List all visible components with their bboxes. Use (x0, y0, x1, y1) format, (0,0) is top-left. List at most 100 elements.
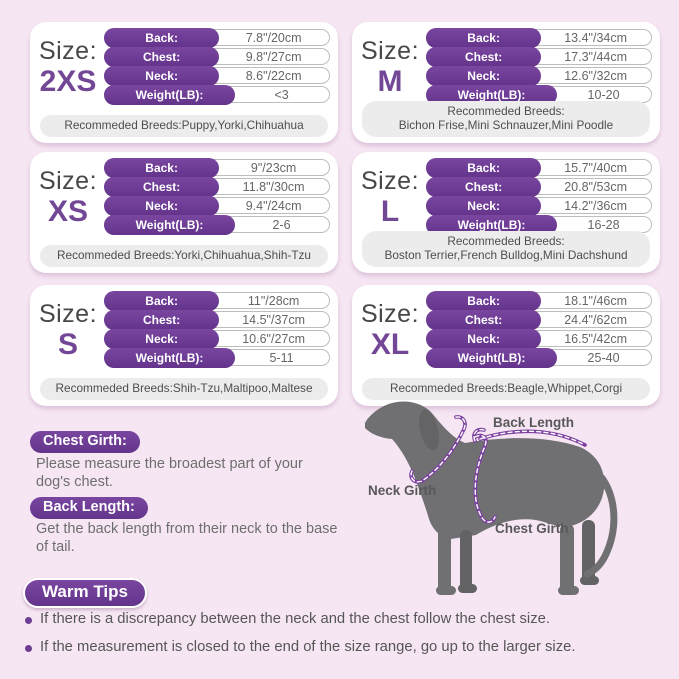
spec-row-weight: 16-28 Weight(LB): (426, 214, 652, 235)
spec-rows: 7.8"/20cm Back: 9.8"/27cm Chest: 8.6"/22… (104, 27, 330, 105)
spec-row-neck: 9.4"/24cm Neck: (104, 195, 330, 216)
spec-label-pill: Chest: (104, 46, 220, 67)
spec-label-pill: Neck: (104, 195, 220, 216)
spec-value: 9.4"/24cm (245, 198, 302, 213)
spec-row-weight: 2-6 Weight(LB): (104, 214, 330, 235)
size-prefix-label: Size: (38, 36, 98, 65)
spec-row-chest: 24.4"/62cm Chest: (426, 309, 652, 330)
spec-label-pill: Weight(LB): (426, 84, 558, 105)
spec-value: <3 (274, 87, 289, 102)
breeds-bar: Recommeded Breeds: Boston Terrier,French… (362, 231, 650, 267)
spec-row-back: 15.7"/40cm Back: (426, 157, 652, 178)
spec-value: 5-11 (269, 350, 294, 365)
spec-value: 16-28 (587, 217, 620, 232)
spec-label-pill: Weight(LB): (104, 84, 236, 105)
spec-row-neck: 14.2"/36cm Neck: (426, 195, 652, 216)
spec-value: 11.8"/30cm (242, 179, 305, 194)
spec-value: 25-40 (587, 350, 620, 365)
spec-value: 10-20 (587, 87, 620, 102)
spec-rows: 11"/28cm Back: 14.5"/37cm Chest: 10.6"/2… (104, 290, 330, 368)
breeds-bar: Recommeded Breeds:Puppy,Yorki,Chihuahua (40, 115, 328, 137)
spec-value: 20.8"/53cm (564, 179, 628, 194)
size-card-xl: Size: XL 18.1"/46cm Back: 24.4"/62cm Che… (352, 285, 660, 406)
spec-row-back: 11"/28cm Back: (104, 290, 330, 311)
spec-value: 16.5"/42cm (564, 331, 628, 346)
spec-label-pill: Neck: (426, 195, 542, 216)
spec-row-weight: 10-20 Weight(LB): (426, 84, 652, 105)
spec-row-back: 18.1"/46cm Back: (426, 290, 652, 311)
back-length-text: Get the back length from their neck to t… (36, 521, 338, 555)
spec-value: 12.6"/32cm (564, 68, 628, 83)
spec-value: 18.1"/46cm (564, 293, 628, 308)
spec-value: 10.6"/27cm (242, 331, 306, 346)
spec-label-pill: Chest: (426, 309, 542, 330)
measuring-tape-dashes (410, 416, 586, 523)
bullet-dot-icon (25, 617, 32, 624)
chest-girth-label: Chest Girth (495, 521, 569, 536)
size-value: M (377, 64, 403, 98)
spec-label-pill: Chest: (104, 176, 220, 197)
spec-value: 2-6 (272, 217, 291, 232)
dog-silhouette-icon: Back Length Neck Girth Chest Girth (365, 401, 618, 595)
dog-measurement-diagram: Back Length Neck Girth Chest Girth (352, 396, 650, 610)
size-prefix-label: Size: (360, 166, 420, 195)
spec-row-neck: 16.5"/42cm Neck: (426, 328, 652, 349)
spec-label-pill: Neck: (104, 328, 220, 349)
size-block: Size: L (354, 156, 426, 238)
size-prefix-label: Size: (360, 36, 420, 65)
spec-row-chest: 11.8"/30cm Chest: (104, 176, 330, 197)
spec-label-pill: Back: (426, 157, 542, 178)
spec-row-weight: 25-40 Weight(LB): (426, 347, 652, 368)
size-block: Size: XL (354, 289, 426, 371)
bullet-dot-icon (25, 645, 32, 652)
warm-tip-text: If the measurement is closed to the end … (40, 639, 576, 655)
spec-value: 24.4"/62cm (564, 312, 628, 327)
breeds-bar: Recommeded Breeds:Yorki,Chihuahua,Shih-T… (40, 245, 328, 267)
spec-value: 7.8"/20cm (245, 30, 302, 45)
spec-label-pill: Weight(LB): (426, 347, 558, 368)
back-length-label: Back Length (493, 415, 574, 430)
spec-value: 14.2"/36cm (564, 198, 628, 213)
spec-label-pill: Back: (426, 290, 542, 311)
spec-row-neck: 10.6"/27cm Neck: (104, 328, 330, 349)
size-value: XL (370, 327, 410, 361)
spec-label-pill: Chest: (104, 309, 220, 330)
spec-value: 15.7"/40cm (564, 160, 628, 175)
size-prefix-label: Size: (38, 166, 98, 195)
size-card-2xs: Size: 2XS 7.8"/20cm Back: 9.8"/27cm Ches… (30, 22, 338, 143)
chest-girth-heading: Chest Girth: (30, 431, 140, 453)
size-value: XS (47, 194, 89, 228)
spec-row-chest: 20.8"/53cm Chest: (426, 176, 652, 197)
warm-tips-heading: Warm Tips (23, 578, 147, 608)
size-prefix-label: Size: (360, 299, 420, 328)
spec-row-chest: 17.3"/44cm Chest: (426, 46, 652, 67)
warm-tip-item: If the measurement is closed to the end … (25, 639, 660, 655)
spec-label-pill: Back: (104, 157, 220, 178)
spec-row-weight: <3 Weight(LB): (104, 84, 330, 105)
spec-label-pill: Neck: (426, 65, 542, 86)
spec-label-pill: Back: (426, 27, 542, 48)
spec-row-back: 9"/23cm Back: (104, 157, 330, 178)
spec-row-chest: 9.8"/27cm Chest: (104, 46, 330, 67)
spec-value: 13.4"/34cm (564, 30, 628, 45)
warm-tip-text: If there is a discrepancy between the ne… (40, 611, 550, 627)
size-prefix-label: Size: (38, 299, 98, 328)
breeds-bar: Recommeded Breeds: Bichon Frise,Mini Sch… (362, 101, 650, 137)
spec-row-neck: 12.6"/32cm Neck: (426, 65, 652, 86)
size-block: Size: XS (32, 156, 104, 238)
size-block: Size: S (32, 289, 104, 371)
spec-label-pill: Weight(LB): (426, 214, 558, 235)
size-card-l: Size: L 15.7"/40cm Back: 20.8"/53cm Ches… (352, 152, 660, 273)
spec-value: 17.3"/44cm (564, 49, 628, 64)
size-value: S (57, 327, 78, 361)
spec-row-chest: 14.5"/37cm Chest: (104, 309, 330, 330)
size-value: 2XS (39, 64, 97, 98)
size-block: Size: 2XS (32, 26, 104, 108)
warm-tip-item: If there is a discrepancy between the ne… (25, 611, 660, 627)
neck-girth-label: Neck Girth (368, 483, 436, 498)
dog-ear-shape (418, 409, 440, 451)
size-value: L (380, 194, 400, 228)
spec-value: 8.6"/22cm (245, 68, 302, 83)
spec-label-pill: Neck: (426, 328, 542, 349)
